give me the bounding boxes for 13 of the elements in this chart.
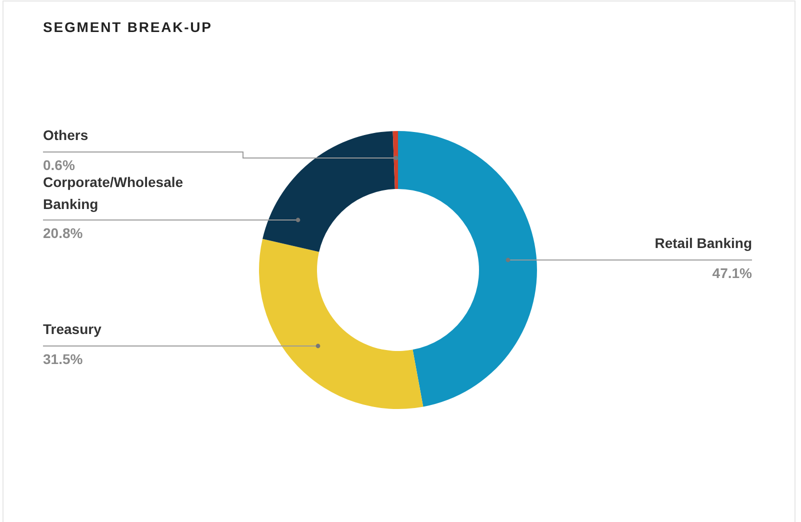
donut-slice [262,131,395,252]
chart-title: SEGMENT BREAK-UP [43,19,212,35]
slice-label: Treasury [43,321,102,337]
donut-slice [259,238,424,409]
data-label: 0.6% [43,157,76,173]
data-label: 20.8% [43,225,84,241]
donut-slice [392,131,398,190]
data-label: 47.1% [712,265,753,281]
slice-label: Retail Banking [654,235,752,251]
slice-label: Others [43,127,88,143]
data-label: 31.5% [43,351,84,367]
slice-label: Corporate/Wholesale Banking [43,174,184,212]
donut-slice [398,131,537,407]
